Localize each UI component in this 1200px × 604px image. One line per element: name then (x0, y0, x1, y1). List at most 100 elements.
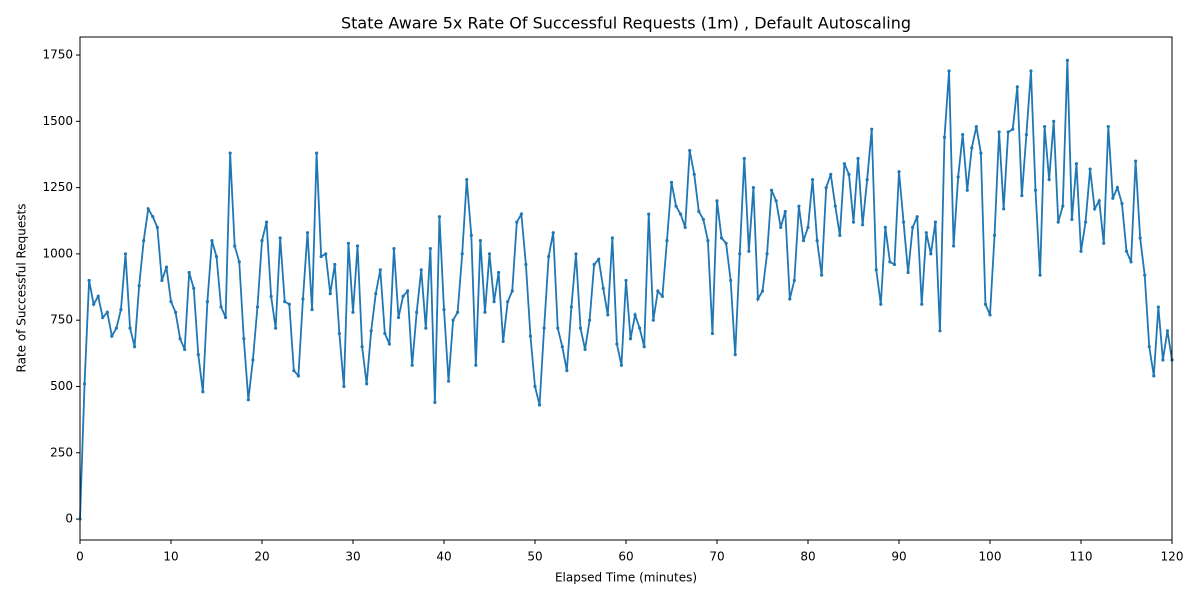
data-point (169, 300, 173, 304)
data-point (633, 313, 637, 317)
data-point (205, 300, 209, 304)
data-point (269, 294, 273, 298)
data-point (888, 260, 892, 264)
data-point (710, 331, 715, 336)
data-point (638, 326, 642, 330)
data-point (310, 307, 314, 312)
data-point (1011, 127, 1015, 131)
data-point (729, 278, 733, 283)
y-tick-label: 250 (50, 445, 73, 459)
data-point (765, 252, 769, 256)
data-point (128, 326, 132, 330)
data-point (237, 260, 241, 264)
data-point (706, 239, 710, 243)
x-tick-label: 40 (436, 550, 451, 564)
data-point (1020, 193, 1024, 198)
data-point (374, 292, 378, 296)
data-point (829, 172, 833, 176)
data-point (1047, 178, 1051, 182)
data-point (615, 342, 619, 346)
data-point (551, 231, 555, 235)
data-point (911, 225, 915, 229)
data-point (406, 289, 410, 293)
data-point (961, 132, 965, 137)
data-point (1115, 186, 1119, 190)
data-point (346, 241, 351, 245)
data-point (651, 318, 655, 322)
data-point (1074, 162, 1079, 166)
data-point (442, 307, 446, 312)
y-tick-label: 1000 (42, 246, 73, 260)
data-point (665, 239, 669, 243)
data-point (724, 241, 728, 245)
data-point (1088, 167, 1092, 171)
data-point (92, 302, 96, 306)
data-point (865, 178, 869, 182)
data-point (751, 186, 756, 190)
data-point (246, 398, 250, 402)
data-point (233, 244, 237, 248)
chart-title: State Aware 5x Rate Of Successful Reques… (341, 14, 911, 33)
data-point (1147, 345, 1151, 349)
data-point (933, 220, 938, 224)
data-point (255, 305, 260, 309)
data-point (901, 220, 906, 224)
data-point (1124, 249, 1129, 253)
data-point (624, 278, 628, 283)
data-point (319, 254, 323, 259)
data-point (547, 254, 551, 259)
data-point (383, 331, 387, 336)
data-point (833, 204, 837, 208)
data-point (428, 246, 432, 251)
data-point (592, 262, 596, 267)
data-point (87, 278, 91, 283)
data-point (224, 315, 228, 320)
x-tick-label: 10 (163, 550, 178, 564)
x-tick-label: 70 (709, 550, 724, 564)
data-point (610, 236, 614, 240)
data-point (974, 125, 978, 129)
data-point (956, 175, 960, 179)
data-point (301, 297, 305, 301)
data-point (424, 326, 428, 330)
data-point (861, 223, 865, 227)
data-point (210, 239, 214, 243)
data-point (96, 294, 100, 298)
data-point (1102, 241, 1106, 245)
data-point (123, 252, 128, 256)
data-point (151, 215, 155, 219)
data-point (1043, 125, 1047, 129)
data-point (856, 156, 860, 161)
data-point (437, 215, 442, 219)
data-point (1033, 188, 1038, 192)
y-axis-label: Rate of Successful Requests (15, 204, 29, 373)
plot-area: 0 10 20 30 40 50 60 70 80 90 100 110 120 0 250 500 750 10… (42, 36, 1184, 564)
plot-frame (79, 36, 1173, 541)
data-point (324, 252, 328, 256)
data-point (597, 257, 601, 261)
data-point (410, 363, 414, 367)
data-point (988, 313, 992, 317)
data-point (196, 353, 200, 357)
data-point (337, 331, 341, 336)
data-point (719, 236, 724, 240)
y-tick-label: 1500 (42, 114, 73, 128)
x-tick-label: 120 (1161, 550, 1184, 564)
x-tick-label: 60 (618, 550, 633, 564)
data-point (797, 204, 801, 208)
data-point (201, 390, 205, 394)
data-point (328, 292, 332, 296)
data-point (283, 300, 287, 304)
y-tick-label: 1750 (42, 48, 73, 62)
data-point (305, 231, 310, 235)
data-point (688, 148, 692, 153)
data-point (369, 329, 373, 333)
data-point (683, 225, 687, 229)
x-tick-label: 30 (345, 550, 360, 564)
data-point (1093, 207, 1097, 211)
data-point (1097, 199, 1101, 203)
data-point (574, 252, 578, 256)
data-point (915, 215, 919, 219)
data-point (519, 212, 523, 216)
data-point (588, 318, 592, 322)
